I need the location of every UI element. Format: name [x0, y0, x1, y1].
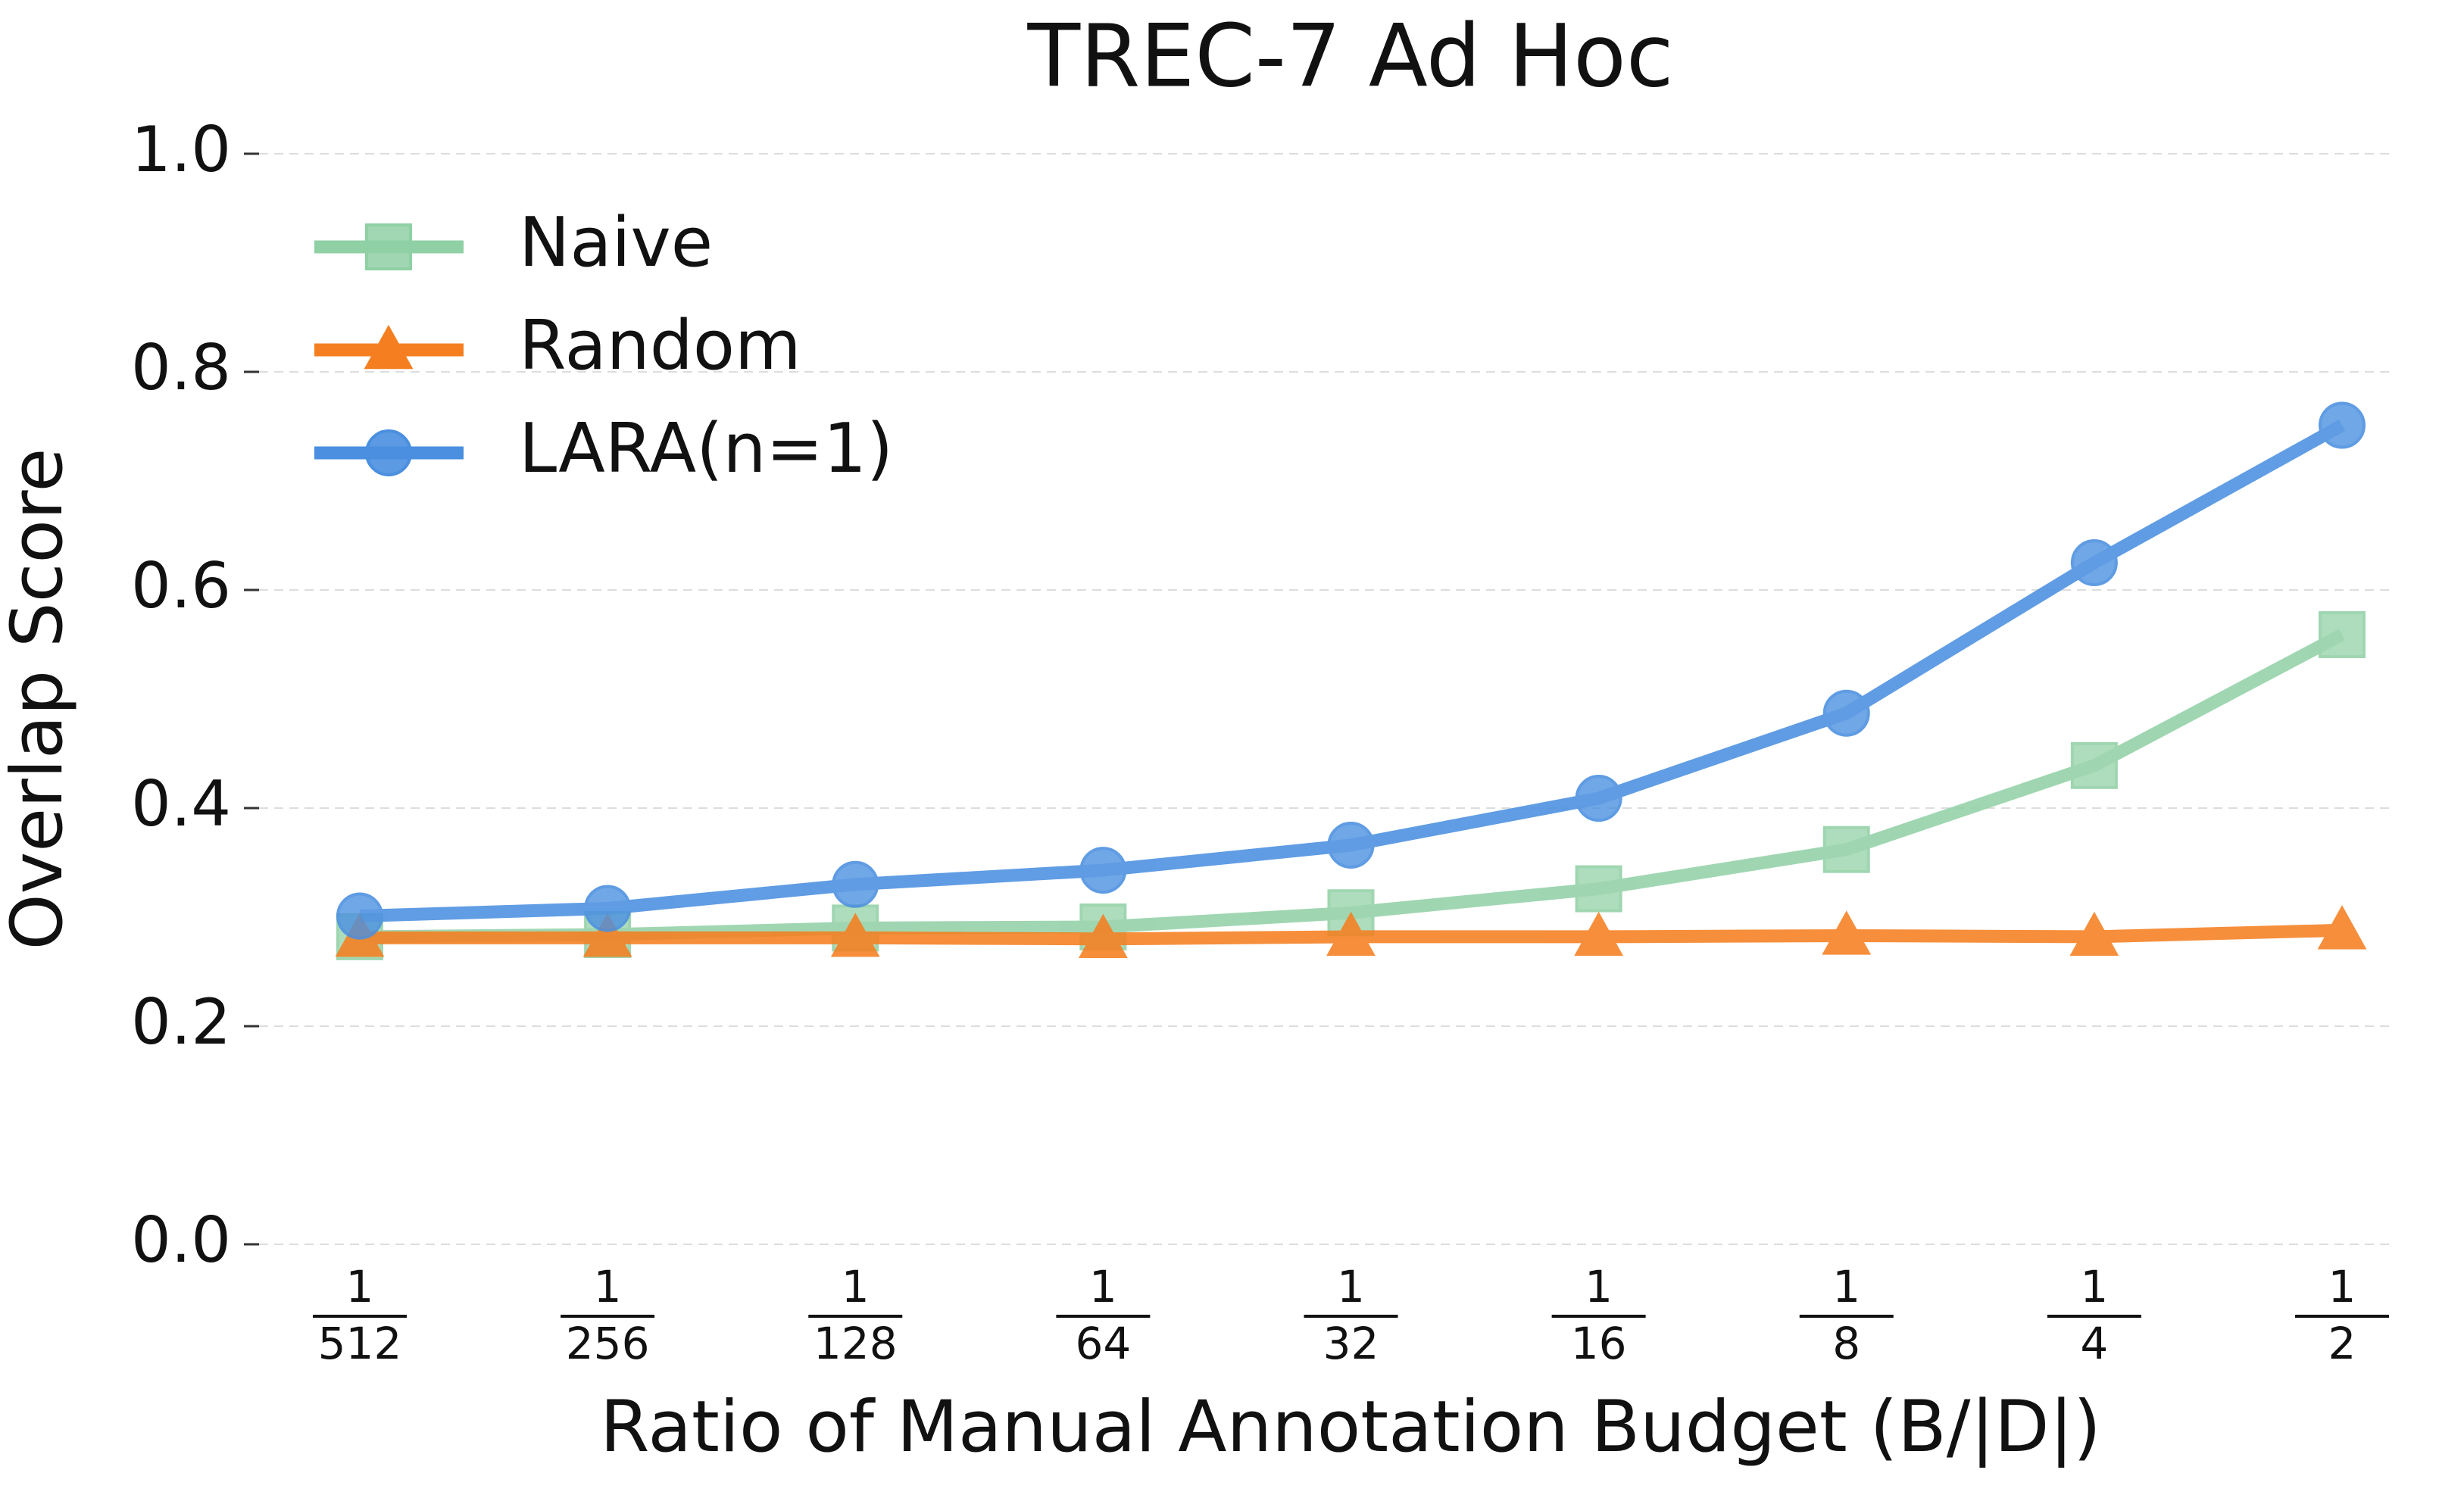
marker: [832, 860, 879, 908]
chart-title: TREC-7 Ad Hoc: [1026, 5, 1673, 106]
legend-label: Naive: [519, 203, 713, 282]
legend-entry: Naive: [314, 203, 713, 282]
x-tick-numerator: 1: [2328, 1261, 2356, 1312]
y-tick-label: 1.0: [131, 113, 231, 186]
marker: [336, 892, 383, 940]
marker: [365, 429, 412, 476]
marker: [2070, 741, 2118, 789]
marker: [582, 913, 632, 957]
legend-entry: Random: [314, 306, 801, 385]
marker: [1078, 913, 1128, 958]
marker: [2319, 611, 2366, 659]
x-tick-numerator: 1: [346, 1261, 374, 1312]
marker: [2070, 539, 2118, 586]
x-axis-label: Ratio of Manual Annotation Budget (B/|D|…: [600, 1386, 2101, 1468]
marker: [1079, 847, 1127, 894]
legend-label: Random: [519, 306, 801, 385]
marker: [1575, 865, 1622, 913]
marker: [830, 913, 880, 957]
x-tick-numerator: 1: [2080, 1261, 2108, 1312]
x-tick-denominator: 32: [1323, 1318, 1379, 1369]
legend-label: LARA(n=1): [519, 409, 893, 488]
y-tick-label: 0.2: [131, 985, 231, 1059]
x-tick-denominator: 64: [1075, 1318, 1131, 1369]
marker: [1326, 911, 1376, 957]
y-tick-label: 0.4: [131, 767, 231, 841]
x-tick-numerator: 1: [594, 1261, 622, 1312]
x-tick-denominator: 16: [1571, 1318, 1627, 1369]
x-tick-denominator: 8: [1832, 1318, 1860, 1369]
legend-entry: LARA(n=1): [314, 409, 893, 488]
marker: [1327, 821, 1375, 869]
x-tick-numerator: 1: [1089, 1261, 1117, 1312]
y-axis-label: Overlap Score: [0, 448, 79, 950]
x-tick-denominator: 4: [2080, 1318, 2108, 1369]
marker: [364, 324, 414, 370]
series: [336, 401, 2366, 940]
x-tick-denominator: 2: [2328, 1318, 2356, 1369]
marker: [584, 885, 632, 932]
marker: [1575, 775, 1622, 822]
series: [335, 905, 2367, 958]
marker: [2069, 911, 2119, 957]
marker: [2319, 401, 2366, 449]
marker: [365, 223, 412, 270]
x-tick-denominator: 256: [566, 1318, 650, 1369]
y-tick-label: 0.6: [131, 549, 231, 623]
y-tick-label: 0.8: [131, 331, 231, 404]
marker: [2317, 905, 2367, 950]
marker: [1822, 910, 1872, 955]
x-tick-denominator: 128: [814, 1318, 898, 1369]
marker: [1574, 911, 1624, 957]
x-tick-numerator: 1: [1832, 1261, 1860, 1312]
x-tick-numerator: 1: [842, 1261, 870, 1312]
x-tick-numerator: 1: [1337, 1261, 1365, 1312]
x-tick-numerator: 1: [1585, 1261, 1613, 1312]
x-tick-denominator: 512: [318, 1318, 402, 1369]
y-tick-label: 0.0: [131, 1203, 231, 1277]
marker: [1822, 825, 1870, 873]
marker: [1822, 689, 1870, 737]
